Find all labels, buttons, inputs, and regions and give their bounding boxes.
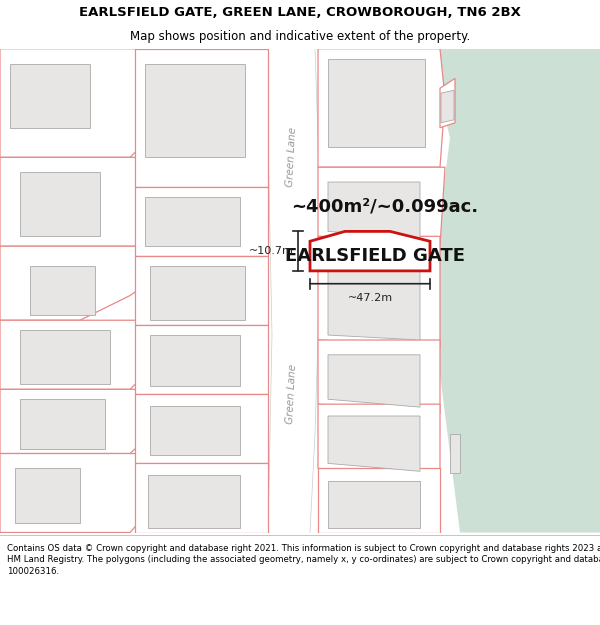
Polygon shape <box>135 256 268 325</box>
Polygon shape <box>440 78 455 128</box>
Polygon shape <box>135 49 268 187</box>
Polygon shape <box>145 64 245 158</box>
Polygon shape <box>318 404 440 478</box>
Polygon shape <box>0 246 200 320</box>
Text: ~10.7m: ~10.7m <box>249 246 294 256</box>
Text: Map shows position and indicative extent of the property.: Map shows position and indicative extent… <box>130 30 470 43</box>
Polygon shape <box>328 59 425 148</box>
Polygon shape <box>10 64 90 127</box>
Polygon shape <box>310 231 430 271</box>
Polygon shape <box>0 389 200 454</box>
Polygon shape <box>20 330 110 384</box>
Text: EARLSFIELD GATE, GREEN LANE, CROWBOROUGH, TN6 2BX: EARLSFIELD GATE, GREEN LANE, CROWBOROUGH… <box>79 6 521 19</box>
Polygon shape <box>450 434 460 473</box>
Polygon shape <box>15 468 80 522</box>
Polygon shape <box>150 266 245 320</box>
Polygon shape <box>30 266 95 315</box>
Polygon shape <box>150 406 240 456</box>
Polygon shape <box>441 90 454 123</box>
Polygon shape <box>318 340 440 414</box>
Polygon shape <box>430 49 600 532</box>
Polygon shape <box>20 172 100 236</box>
Polygon shape <box>0 158 200 246</box>
Text: EARLSFIELD GATE: EARLSFIELD GATE <box>285 247 465 265</box>
Text: Green Lane: Green Lane <box>286 364 299 424</box>
Text: ~47.2m: ~47.2m <box>347 292 392 302</box>
Polygon shape <box>0 49 200 158</box>
Polygon shape <box>328 481 420 528</box>
Polygon shape <box>328 416 420 471</box>
Polygon shape <box>135 187 268 256</box>
Polygon shape <box>318 49 445 168</box>
Polygon shape <box>135 325 268 394</box>
Text: ~400m²/~0.099ac.: ~400m²/~0.099ac. <box>292 198 479 216</box>
Polygon shape <box>328 182 420 238</box>
Polygon shape <box>0 320 200 389</box>
Polygon shape <box>20 399 105 449</box>
Polygon shape <box>148 475 240 528</box>
Polygon shape <box>318 168 445 246</box>
Polygon shape <box>150 335 240 386</box>
Polygon shape <box>135 394 268 463</box>
Polygon shape <box>0 454 200 532</box>
Text: Green Lane: Green Lane <box>286 127 299 188</box>
Polygon shape <box>145 197 240 246</box>
Polygon shape <box>328 355 420 407</box>
Polygon shape <box>328 251 420 340</box>
Polygon shape <box>265 49 320 532</box>
Polygon shape <box>318 236 440 347</box>
Text: Contains OS data © Crown copyright and database right 2021. This information is : Contains OS data © Crown copyright and d… <box>7 544 600 576</box>
Polygon shape <box>135 463 268 532</box>
Polygon shape <box>318 468 440 532</box>
